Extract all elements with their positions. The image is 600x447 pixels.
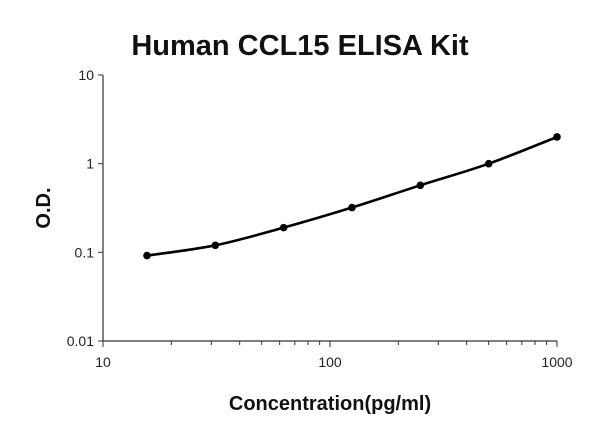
tick-labels: 0.01 0.1 1 10 10 100 1000	[67, 67, 573, 370]
series-0-point-4	[416, 181, 425, 190]
series-layer	[143, 133, 561, 260]
axis-ticks	[98, 74, 558, 347]
x-tick-label-0: 10	[95, 354, 111, 370]
series-0-point-3	[348, 203, 356, 212]
x-tick-label-2: 1000	[541, 354, 572, 370]
chart-title: Human CCL15 ELISA Kit	[131, 30, 469, 62]
y-axis-label: O.D.	[33, 187, 55, 228]
y-tick-label-1: 0.1	[75, 244, 95, 260]
series-0-point-5	[484, 159, 493, 168]
y-tick-label-0: 0.01	[67, 333, 94, 349]
x-tick-label-1: 100	[318, 354, 342, 370]
series-0-point-6	[553, 133, 561, 141]
y-tick-label-2: 1	[86, 156, 94, 172]
x-axis-label: Concentration(pg/ml)	[229, 393, 431, 415]
series-0-point-0	[143, 251, 151, 260]
series-0-curve	[146, 135, 558, 257]
series-0-point-2	[279, 223, 288, 232]
series-0-point-1	[211, 241, 220, 250]
y-tick-label-3: 10	[78, 67, 94, 83]
